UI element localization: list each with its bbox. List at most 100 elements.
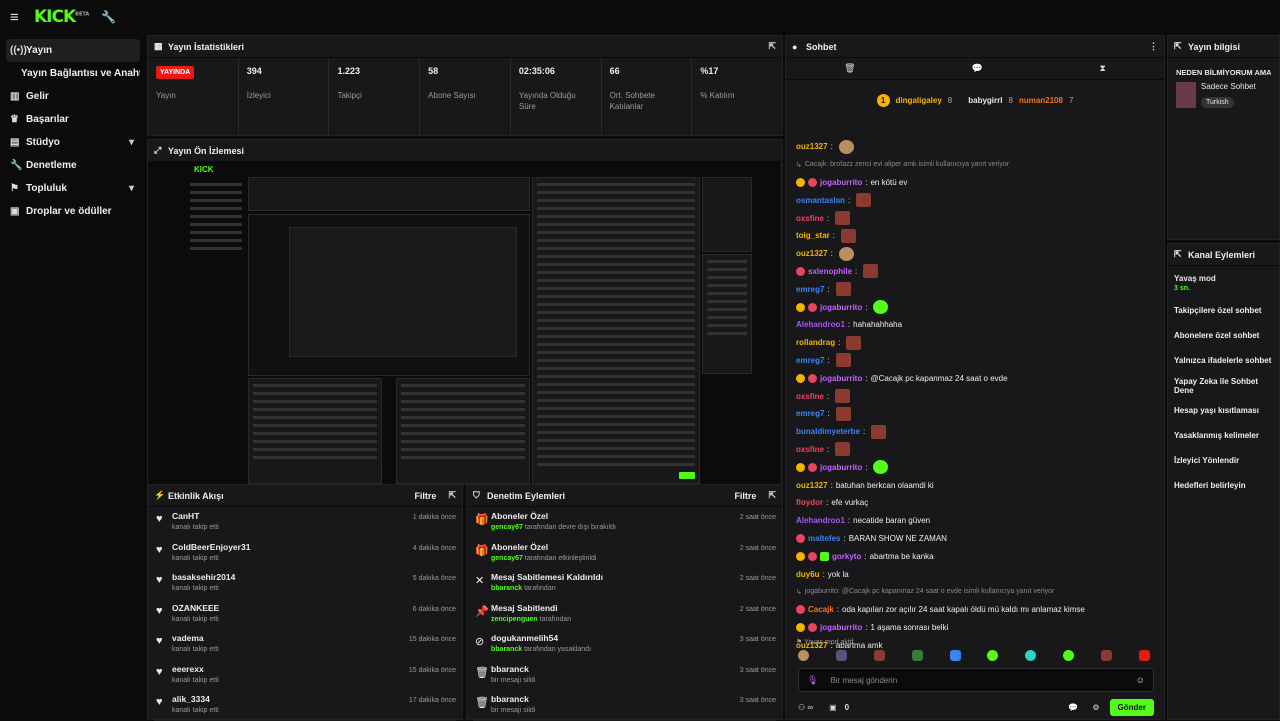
chat-username[interactable]: ouz1327	[796, 249, 828, 259]
chat-message[interactable]: osmantaslan:	[796, 191, 1152, 209]
channel-action-item[interactable]: Hesap yaşı kısıtlaması	[1174, 406, 1259, 415]
chat-message[interactable]: sxlenophile:	[796, 263, 1152, 281]
wrench-icon[interactable]: 🔧	[101, 10, 117, 24]
top-chatter-name[interactable]: dingaligaley	[895, 95, 942, 105]
chat-username[interactable]: Alehandroo1	[796, 320, 845, 330]
mod-action-title[interactable]: dogukanmelih54	[491, 633, 559, 643]
feed-user[interactable]: vadema	[172, 633, 204, 643]
popout-icon[interactable]: ⇱	[768, 41, 776, 51]
chat-username[interactable]: jogaburrito	[820, 622, 863, 632]
top-chatter-name[interactable]: numan2108	[1018, 95, 1063, 105]
chat-message[interactable]: jogaburrito: @Cacajk pc kapanmaz 24 saat …	[796, 369, 1152, 387]
chat-username[interactable]: Alehandroo1	[796, 516, 845, 526]
chat-message[interactable]: emreg7:	[796, 352, 1152, 370]
mod-row[interactable]: 🎁 Aboneler Özel gencay67 tarafından etkinl…	[473, 538, 776, 568]
chat-username[interactable]: bunaldimyeterbe	[796, 427, 861, 437]
chat-username[interactable]: toig_star	[796, 231, 830, 241]
gear-icon[interactable]: ⚙	[1092, 702, 1100, 712]
emote-icon[interactable]	[1138, 650, 1150, 661]
hourglass-icon[interactable]: ⧗	[1099, 63, 1106, 73]
chat-message[interactable]: jogaburrito:1 aşama sonrası belki	[796, 619, 1152, 637]
chat-message[interactable]: jogaburrito: en kötü ev	[796, 174, 1152, 192]
mod-action-title[interactable]: Mesaj Sabitlemesi Kaldırıldı	[491, 572, 603, 582]
emote-icon[interactable]	[1063, 650, 1075, 661]
chat-message[interactable]: ouz1327: batuhan berkcan olaamdi ki	[796, 480, 934, 490]
chat-username[interactable]: ouz1327	[796, 142, 828, 152]
microphone-icon[interactable]: 🎙	[807, 674, 819, 685]
chat-settings-bubble-icon[interactable]: 💬	[1068, 702, 1079, 712]
chat-message[interactable]: duy6u: yok la	[796, 569, 849, 579]
sidebar-item-studyo[interactable]: ▤ Stüdyo ▾	[6, 131, 140, 154]
mod-action-title[interactable]: Aboneler Özel	[491, 511, 549, 521]
chat-message[interactable]: oxsfine:	[796, 387, 1152, 405]
emoji-icon[interactable]: ☺	[1135, 675, 1145, 685]
mod-action-title[interactable]: Aboneler Özel	[491, 541, 549, 552]
chat-message[interactable]: Alehandroo1: necatide baran güven	[796, 516, 931, 526]
chat-message[interactable]: ↳ Cacajk: brofazz zenci evi aliper amk is…	[796, 156, 1152, 174]
feed-user[interactable]: basaksehir2014	[172, 572, 236, 582]
mod-row[interactable]: ⊘ dogukanmelih54 bbaranck tarafından yasak…	[473, 629, 776, 660]
feed-user[interactable]: eeerexx	[172, 663, 204, 674]
chat-message-input[interactable]: 🎙 Bir mesaj gönderin ☺	[798, 668, 1154, 692]
chat-username[interactable]: oxsfine	[796, 391, 825, 401]
chevron-down-icon[interactable]: ▾	[128, 183, 134, 194]
chat-username[interactable]: oxsfine	[796, 213, 825, 223]
chat-username[interactable]: osmantaslan	[796, 195, 845, 205]
channel-action-item[interactable]: Abonelere özel sohbet	[1174, 331, 1260, 340]
chat-username[interactable]: rollandrag	[796, 338, 836, 348]
chat-username[interactable]: emreg7	[796, 409, 825, 419]
sidebar-subitem-stream-key[interactable]: Yayın Bağlantısı ve Anahtarı	[21, 68, 140, 79]
chat-message[interactable]: jogaburrito:	[796, 458, 1152, 476]
chat-username[interactable]: ouz1327	[796, 480, 828, 490]
feed-user[interactable]: ColdBeerEnjoyer31	[172, 541, 251, 552]
channel-action-item[interactable]: İzleyici Yönlendir	[1174, 456, 1240, 465]
feed-row[interactable]: ♥ alik_3334 kanalı takip etti 17 dakika önc…	[154, 690, 456, 721]
chat-username[interactable]: jogaburrito	[820, 302, 863, 312]
emote-icon[interactable]	[911, 650, 923, 661]
popout-icon[interactable]: ⇱	[1174, 41, 1182, 51]
sidebar-item-yayin[interactable]: ((•)) Yayın	[6, 39, 140, 62]
chat-username[interactable]: duy6u	[796, 569, 820, 579]
chat-username[interactable]: floydor	[796, 498, 824, 508]
top-chatter-name[interactable]: babygirrl	[968, 95, 1003, 105]
emote-icon[interactable]	[873, 650, 885, 661]
emote-icon[interactable]	[1025, 650, 1037, 661]
chat-username[interactable]: emreg7	[796, 355, 825, 365]
trash-icon[interactable]: 🗑	[844, 63, 856, 73]
popout-icon[interactable]: ⇱	[1174, 249, 1182, 259]
chat-message[interactable]: ouz1327: abartma amk	[796, 640, 883, 650]
filter-button[interactable]: Filtre	[414, 490, 437, 501]
stream-preview-video[interactable]: KICK	[148, 162, 780, 484]
mod-user[interactable]: bbaranck	[491, 585, 523, 592]
chat-username[interactable]: gorkyto	[832, 551, 862, 561]
feed-row[interactable]: ♥ vadema kanalı takip etti 15 dakika önce	[154, 629, 456, 660]
category-thumbnail[interactable]	[1176, 82, 1196, 108]
channel-action-item[interactable]: Hedefleri belirleyin	[1174, 481, 1246, 490]
emote-icon[interactable]	[1101, 650, 1112, 661]
chat-message[interactable]: jogaburrito:	[796, 298, 1152, 316]
category-name[interactable]: Sadece Sohbet	[1201, 82, 1256, 91]
mod-user[interactable]: gencay67	[491, 554, 523, 562]
chat-username[interactable]: maltefes	[808, 533, 841, 543]
chat-message[interactable]: emreg7:	[796, 280, 1152, 298]
feed-row[interactable]: ♥ eeerexx kanalı takip etti 15 dakika önce	[154, 660, 456, 690]
feed-row[interactable]: ♥ CanHT kanalı takip etti 1 dakika önce	[154, 507, 456, 538]
chat-username[interactable]: jogaburrito	[820, 177, 863, 187]
chat-message[interactable]: rollandrag:	[796, 334, 1152, 352]
slow-mode-toggle[interactable]: Yavaş mod	[1174, 274, 1216, 283]
emote-icon[interactable]	[949, 650, 961, 661]
chat-message[interactable]: floydor: efe vurkaç	[796, 498, 869, 508]
send-button[interactable]: Gönder	[1109, 698, 1154, 716]
chat-message[interactable]: gorkyto: abartma be kanka	[796, 547, 1152, 565]
mod-user[interactable]: bbaranck	[491, 646, 523, 653]
channel-action-item[interactable]: Yapay Zeka ile Sohbet Dene	[1174, 376, 1259, 395]
chat-message[interactable]: oxsfine:	[796, 209, 1152, 227]
feed-user[interactable]: OZANKEEE	[172, 602, 220, 613]
sidebar-item-topluluk[interactable]: ⚑ Topluluk ▾	[6, 177, 140, 200]
chat-username[interactable]: sxlenophile	[808, 266, 853, 276]
mod-row[interactable]: 🗑 bbaranck bir mesajı sildi 3 saat önce	[473, 660, 776, 690]
mod-action-title[interactable]: bbaranck	[491, 694, 529, 704]
channel-action-item[interactable]: Yasaklanmış kelimeler	[1174, 431, 1259, 440]
kick-logo[interactable]: KICKBETA	[34, 7, 90, 27]
hamburger-menu-icon[interactable]: ≡	[10, 8, 19, 26]
